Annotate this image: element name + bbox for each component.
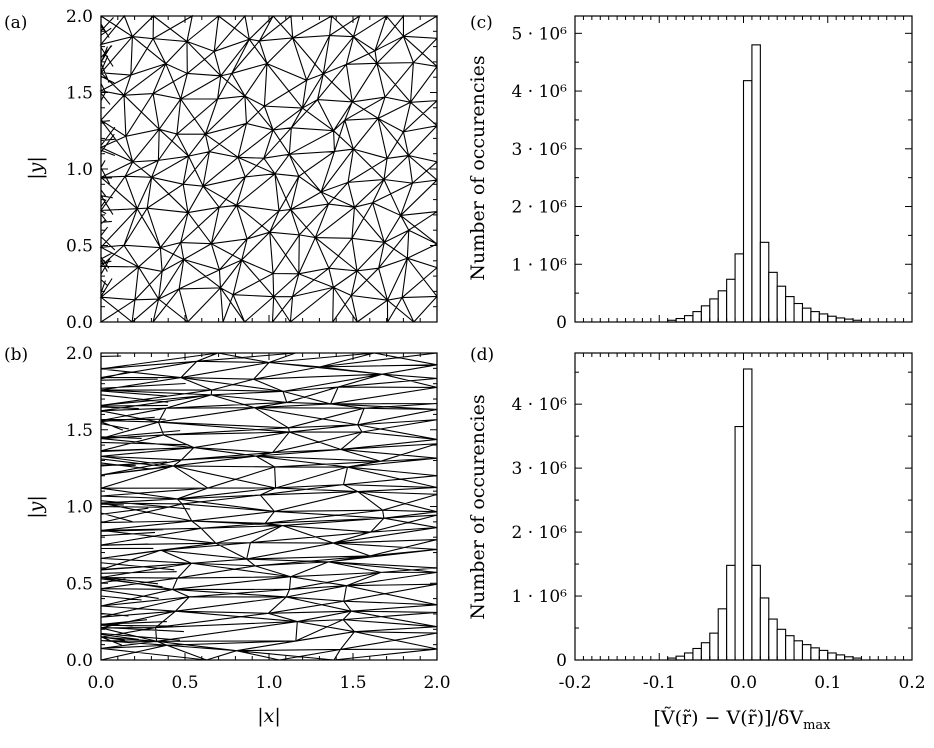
- histogram-bar: [827, 315, 837, 323]
- panel-c-label: (c): [470, 13, 493, 33]
- histogram-bar: [709, 632, 719, 661]
- panel-d-bars: [667, 368, 863, 661]
- histogram-bar: [742, 368, 753, 661]
- y-tick-label: 0: [556, 313, 567, 333]
- histogram-bar: [717, 608, 728, 661]
- y-tick-label: 1 · 10⁶: [512, 255, 568, 275]
- histogram-bar: [683, 652, 694, 661]
- x-tick-label: 2.0: [423, 673, 450, 693]
- mesh-a-edges: [99, 14, 438, 323]
- y-tick-label: 1.5: [66, 84, 93, 104]
- histogram-bar: [835, 654, 846, 661]
- panel-a: (a) 0.0 0.5 1.0 1.5 2.0 |y|: [4, 7, 438, 333]
- y-tick-label: 1.0: [66, 498, 93, 518]
- histogram-bar: [793, 302, 804, 323]
- histogram-bar: [793, 640, 804, 661]
- histogram-bar: [717, 290, 728, 323]
- y-tick-label: 0.5: [66, 574, 93, 594]
- histogram-bar: [785, 635, 795, 661]
- y-tick-label: 2 · 10⁶: [512, 523, 568, 543]
- histogram-bar: [827, 652, 837, 661]
- histogram-bar: [734, 253, 745, 323]
- panel-d-ticks: 0 1 · 10⁶ 2 · 10⁶ 3 · 10⁶ 4 · 10⁶ -0.2 -0.1 0.0…: [512, 353, 926, 693]
- y-tick-label: 3 · 10⁶: [512, 459, 568, 479]
- histogram-bar: [818, 313, 829, 323]
- panel-a-ticks: 0.0 0.5 1.0 1.5 2.0: [66, 7, 438, 333]
- panel-a-ylabel: |y|: [25, 156, 47, 180]
- histogram-bar: [683, 315, 694, 323]
- histogram-bar: [742, 80, 753, 323]
- y-tick-label: 4 · 10⁶: [512, 82, 568, 102]
- y-tick-label: 1 · 10⁶: [512, 587, 568, 607]
- x-tick-label: -0.2: [559, 673, 592, 693]
- panel-d-xlabel-main: [Ṽ(r̃) − V(r̃)]/δV: [653, 707, 803, 729]
- histogram-bar: [810, 647, 820, 661]
- x-tick-label: 1.5: [339, 673, 366, 693]
- mesh-b-triangles: [100, 352, 438, 661]
- y-tick-label: 4 · 10⁶: [512, 395, 568, 415]
- panel-c-ylabel: Number of occurencies: [467, 55, 489, 280]
- histogram-bar: [726, 564, 736, 661]
- mesh-b-edges: [100, 352, 438, 661]
- panel-d-ylabel: Number of occurencies: [467, 394, 489, 619]
- histogram-bar: [785, 296, 795, 323]
- y-tick-label: 2.0: [66, 7, 93, 27]
- panel-d: (d) 0 1 · 10⁶ 2 · 10⁶ 3 · 10⁶ 4 · 10⁶ -0.2 -0.…: [467, 345, 926, 733]
- histogram-bar: [776, 285, 787, 323]
- histogram-bar: [801, 644, 812, 661]
- x-tick-label: 0.2: [898, 673, 925, 693]
- histogram-bar: [700, 305, 711, 323]
- y-tick-label: 0: [556, 651, 567, 671]
- x-tick-label: 0.0: [87, 673, 114, 693]
- panel-d-xlabel: [Ṽ(r̃) − V(r̃)]/δVmax: [653, 707, 831, 733]
- panel-c-ticks: 0 1 · 10⁶ 2 · 10⁶ 3 · 10⁶ 4 · 10⁶ 5 · 10⁶: [512, 16, 913, 333]
- histogram-bar: [776, 628, 787, 661]
- y-tick-label: 5 · 10⁶: [512, 24, 568, 44]
- panel-d-xlabel-subscript: max: [803, 718, 831, 733]
- histogram-bar: [692, 647, 702, 661]
- histogram-bar: [768, 271, 778, 323]
- panel-b-ylabel: |y|: [25, 495, 47, 519]
- histogram-bar: [751, 44, 761, 323]
- x-tick-label: 0.1: [814, 673, 841, 693]
- y-tick-label: 1.0: [66, 160, 93, 180]
- y-tick-label: 3 · 10⁶: [512, 140, 568, 160]
- y-tick-label: 0.5: [66, 237, 93, 257]
- histogram-bar: [835, 317, 846, 323]
- y-tick-label: 1.5: [66, 421, 93, 441]
- panel-c: (c) 0 1 · 10⁶ 2 · 10⁶ 3 · 10⁶ 4 · 10⁶ 5 · 10⁶…: [467, 13, 913, 333]
- panel-c-bars: [667, 44, 863, 323]
- mesh-a-triangles: [99, 14, 438, 323]
- histogram-bar: [700, 642, 711, 661]
- panel-a-label: (a): [4, 13, 27, 33]
- histogram-bar: [818, 649, 829, 661]
- panel-d-label: (d): [470, 345, 494, 365]
- y-tick-label: 0.0: [66, 313, 93, 333]
- histogram-bar: [734, 426, 745, 661]
- histogram-bar: [768, 618, 778, 661]
- histogram-bar: [751, 564, 761, 661]
- panel-b: (b) 0.0 0.5 1.0 1.5 2.0 0.0 0.5 1.0 1.5 2.0 |y| |…: [4, 344, 451, 727]
- panel-b-label: (b): [4, 345, 28, 365]
- x-tick-label: -0.1: [643, 673, 676, 693]
- histogram-bar: [759, 241, 770, 323]
- histogram-bar: [810, 311, 820, 323]
- histogram-bar: [709, 298, 719, 323]
- x-tick-label: 0.0: [730, 673, 757, 693]
- x-tick-label: 0.5: [171, 673, 198, 693]
- histogram-bar: [759, 597, 770, 661]
- y-tick-label: 2 · 10⁶: [512, 198, 568, 218]
- histogram-bar: [692, 311, 702, 323]
- histogram-bar: [726, 278, 736, 323]
- panel-b-ticks: 0.0 0.5 1.0 1.5 2.0 0.0 0.5 1.0 1.5 2.0: [66, 344, 451, 693]
- panel-b-xlabel: |x|: [257, 705, 281, 727]
- x-tick-label: 1.0: [255, 673, 282, 693]
- y-tick-label: 0.0: [66, 651, 93, 671]
- histogram-bar: [801, 307, 812, 323]
- y-tick-label: 2.0: [66, 344, 93, 364]
